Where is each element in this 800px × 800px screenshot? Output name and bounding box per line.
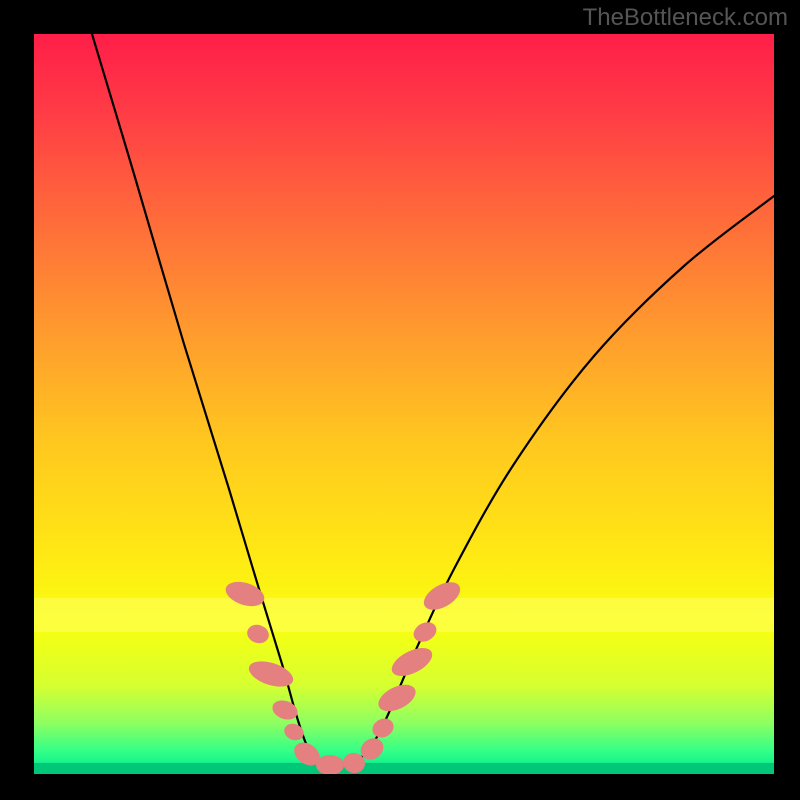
chart-svg: [34, 34, 774, 774]
watermark-text: TheBottleneck.com: [583, 4, 788, 32]
plot-area: [34, 34, 774, 774]
green-band: [34, 763, 774, 774]
yellow-band: [34, 598, 774, 632]
